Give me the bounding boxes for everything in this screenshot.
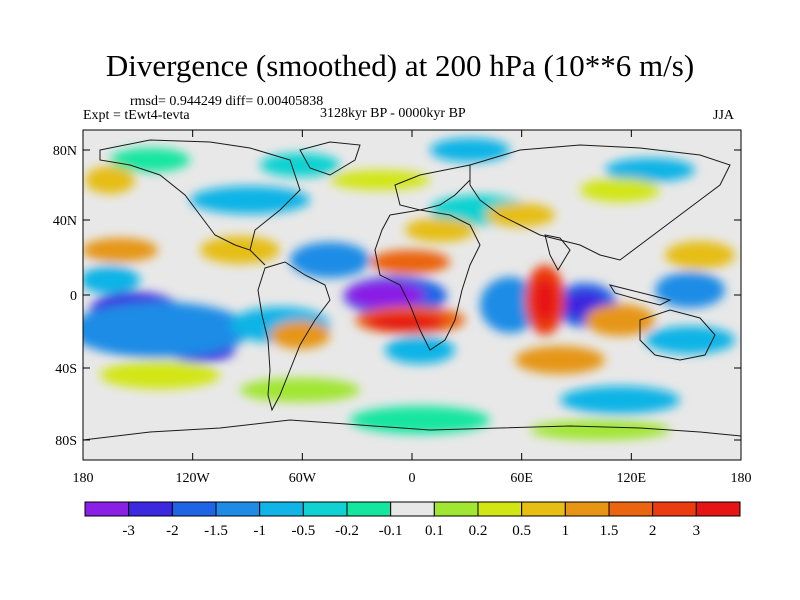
lon-tick-label: 60W <box>289 471 317 486</box>
colorbar-label: -3 <box>122 523 135 539</box>
colorbar-label: -0.1 <box>379 523 403 539</box>
antarctica-coast <box>83 419 741 441</box>
colorbar-swatch <box>302 501 348 517</box>
colorbar-swatch <box>171 501 217 517</box>
lat-tick-label: 80N <box>53 144 77 159</box>
colorbar-swatch <box>84 501 130 517</box>
colorbar-swatch <box>477 501 523 517</box>
lat-tick-label: 40N <box>53 214 77 229</box>
colorbar-swatch <box>521 501 566 517</box>
colorbar-swatch <box>346 501 392 517</box>
lon-tick-label: 120E <box>617 471 647 486</box>
divergence-field <box>83 138 735 440</box>
colorbar-swatch <box>259 501 304 517</box>
africa-coast <box>374 209 481 351</box>
greenland-coast <box>299 141 361 176</box>
coastlines <box>83 139 741 441</box>
colorbar-swatch <box>128 501 173 517</box>
colorbar-label: -0.2 <box>335 523 359 539</box>
indonesia-coast <box>608 284 672 306</box>
colorbar-swatch <box>433 501 479 517</box>
experiment-text: Expt = tEwt4-tevta <box>83 108 190 123</box>
lat-tick-label: 80S <box>55 434 77 449</box>
lon-tick-label: 60E <box>510 471 533 486</box>
south-america-coast <box>257 261 331 412</box>
lon-tick-label: 180 <box>73 471 94 486</box>
colorbar-swatch <box>215 501 261 517</box>
colorbar-label: -1.5 <box>204 523 228 539</box>
colorbar-label: 1.5 <box>600 523 619 539</box>
europe-coast <box>394 164 471 211</box>
colorbar-label: 2 <box>649 523 657 539</box>
colorbar-swatch <box>608 501 654 517</box>
colorbar-label: -0.5 <box>291 523 315 539</box>
stats-text: rmsd= 0.944249 diff= 0.00405838 <box>130 94 324 109</box>
asia-coast <box>469 144 731 261</box>
period-text: 3128kyr BP - 0000kyr BP <box>320 106 466 121</box>
lat-tick-label: 40S <box>55 362 77 377</box>
season-text: JJA <box>713 108 735 123</box>
latitude-ticks: 80N 40N 0 40S 80S <box>53 144 741 449</box>
colorbar-label: 1 <box>562 523 570 539</box>
lat-tick-label: 0 <box>70 289 77 304</box>
lon-tick-label: 180 <box>731 471 752 486</box>
lon-tick-label: 120W <box>176 471 211 486</box>
colorbar-label: 3 <box>693 523 701 539</box>
north-america-coast <box>99 139 301 266</box>
india-coast <box>544 234 571 272</box>
chart-title: Divergence (smoothed) at 200 hPa (10**6 … <box>105 48 695 83</box>
colorbar-label: -1 <box>253 523 266 539</box>
colorbar-swatch <box>695 501 741 517</box>
colorbar-label: -2 <box>166 523 179 539</box>
colorbar-label: 0.2 <box>469 523 488 539</box>
colorbar-swatch <box>564 501 610 517</box>
australia-coast <box>639 309 716 361</box>
colorbar-label: 0.5 <box>512 523 531 539</box>
colorbar-swatch <box>652 501 697 517</box>
lon-tick-label: 0 <box>409 471 416 486</box>
colorbar-label: 0.1 <box>425 523 444 539</box>
colorbar-swatch <box>390 501 435 517</box>
colorbar: -3 -2 -1.5 -1 -0.5 -0.2 -0.1 0.1 0.2 0.5 1 1.5 2 3 <box>84 501 741 539</box>
longitude-ticks: 180 120W 60W 0 60E 120E 180 <box>73 130 752 486</box>
